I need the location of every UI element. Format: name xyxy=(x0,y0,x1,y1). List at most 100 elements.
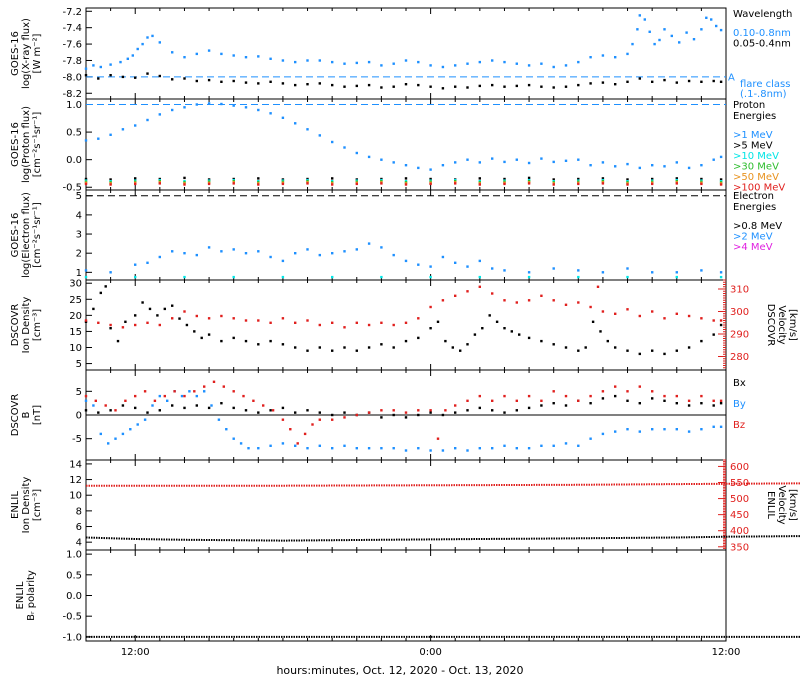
data-point xyxy=(564,85,568,88)
data-point xyxy=(109,183,112,186)
flare-class-label: (.1-.8nm) xyxy=(740,89,787,100)
data-point xyxy=(527,176,531,180)
data-point xyxy=(367,242,371,245)
y-axis-label: [cm⁻³] xyxy=(32,309,43,341)
data-point xyxy=(663,317,666,320)
y-axis-label: [cm⁻²s⁻¹sr⁻¹] xyxy=(32,202,43,268)
data-point xyxy=(515,62,518,65)
data-point xyxy=(638,430,641,433)
data-point xyxy=(478,161,481,164)
data-point xyxy=(540,294,543,297)
data-point xyxy=(109,178,112,181)
data-point xyxy=(116,339,120,343)
data-point xyxy=(552,444,555,447)
legend-entry: >50 MeV xyxy=(733,172,779,183)
data-point xyxy=(712,319,715,322)
data-point xyxy=(429,182,432,186)
data-point xyxy=(404,416,408,419)
y-tick-label: 5 xyxy=(76,359,82,370)
data-point xyxy=(466,62,469,65)
legend-entry: 0.05-0.4nm xyxy=(733,39,791,50)
right-tick-label: 310 xyxy=(730,285,749,296)
data-point xyxy=(131,54,134,57)
data-point xyxy=(417,409,420,412)
series-velocity xyxy=(86,482,800,487)
data-point xyxy=(675,81,678,84)
data-point xyxy=(700,402,703,405)
y-axis-label: B xyxy=(21,411,32,418)
data-point xyxy=(700,428,703,431)
data-point xyxy=(183,252,186,255)
data-point xyxy=(109,409,112,412)
data-point xyxy=(429,168,432,171)
data-point xyxy=(653,42,656,46)
data-point xyxy=(84,67,88,70)
data-point xyxy=(638,352,641,356)
data-point xyxy=(478,183,481,186)
right-axis-label: [km/s] xyxy=(787,489,798,521)
data-point xyxy=(121,432,125,436)
data-point xyxy=(663,352,666,356)
data-point xyxy=(503,182,506,186)
data-point xyxy=(151,34,154,38)
data-point xyxy=(296,442,299,445)
data-point xyxy=(207,317,211,320)
y-tick-label: 5 xyxy=(76,191,82,202)
data-point xyxy=(478,60,481,64)
legend-entry: 0.10-0.8nm xyxy=(733,28,791,39)
data-point xyxy=(331,83,334,87)
data-point xyxy=(146,36,149,39)
data-point xyxy=(232,79,235,83)
data-point xyxy=(712,425,715,428)
panel-xray: -8.2 -8.0 -7.8 -7.6 -7.4 -7.2 GOES-16 log(X-ray… xyxy=(10,7,792,100)
data-point xyxy=(392,161,395,164)
data-point xyxy=(203,390,206,393)
data-point xyxy=(589,437,592,440)
right-axis-label: ENLIL xyxy=(765,491,776,519)
data-point xyxy=(195,394,198,398)
data-point xyxy=(158,74,161,78)
data-point xyxy=(466,399,469,402)
data-point xyxy=(220,102,223,106)
data-point xyxy=(124,399,127,402)
data-point xyxy=(651,390,654,393)
data-point xyxy=(454,404,457,407)
data-point xyxy=(306,83,309,86)
data-point xyxy=(269,444,272,447)
data-point xyxy=(564,346,568,349)
data-point xyxy=(195,103,198,106)
y-tick-label: -0.5 xyxy=(62,183,82,194)
data-point xyxy=(495,320,499,323)
data-point xyxy=(478,275,481,279)
data-point xyxy=(515,399,518,402)
data-point xyxy=(429,275,432,279)
data-point xyxy=(143,390,147,393)
data-point xyxy=(651,177,654,181)
data-point xyxy=(134,76,137,79)
data-point xyxy=(217,418,221,421)
data-point xyxy=(626,390,629,393)
data-point xyxy=(343,416,346,419)
data-point xyxy=(678,41,681,44)
data-point xyxy=(269,112,272,115)
data-point xyxy=(232,182,235,185)
data-point xyxy=(247,447,250,450)
data-point xyxy=(503,299,506,302)
data-point xyxy=(638,14,641,17)
flare-class-label: flare class xyxy=(740,79,790,90)
data-point xyxy=(429,327,432,330)
data-point xyxy=(589,82,592,85)
data-point xyxy=(601,177,605,180)
data-point xyxy=(343,411,346,414)
y-tick-label: 6 xyxy=(76,522,82,533)
data-point xyxy=(429,409,432,412)
data-point xyxy=(719,323,723,327)
data-point xyxy=(281,343,285,346)
legend-title: Wavelength xyxy=(733,9,792,20)
data-point xyxy=(478,177,481,180)
data-point xyxy=(651,80,654,83)
data-point xyxy=(404,183,408,186)
data-point xyxy=(193,330,196,333)
data-point xyxy=(134,182,137,186)
data-point xyxy=(232,336,235,340)
